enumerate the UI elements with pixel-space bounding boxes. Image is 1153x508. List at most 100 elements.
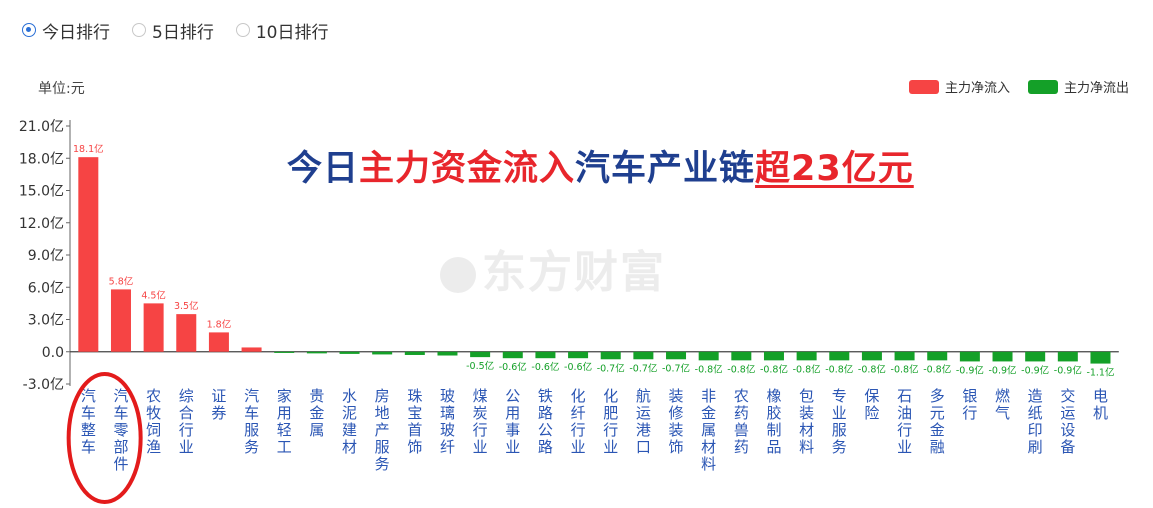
x-category-label: 非金属材料 [701,387,716,473]
bar-公用事业[interactable] [502,351,523,359]
bar-农牧饲渔[interactable] [143,303,164,352]
legend-swatch-outflow [1027,79,1058,94]
x-category-label: 交运设备 [1060,387,1075,456]
bar-农药兽药[interactable] [731,351,752,361]
watermark-text: 东方财富 [482,247,666,298]
bar-珠宝首饰[interactable] [404,351,425,355]
y-tick-label: 12.0亿 [19,216,64,232]
x-category-label: 电机 [1093,387,1108,422]
bar-玻璃玻纤[interactable] [437,351,458,356]
x-category-label: 家用轻工 [277,387,292,456]
data-label: -0.8亿 [760,363,788,375]
x-category-label: 石油行业 [897,387,912,456]
data-label: -0.5亿 [466,360,494,372]
data-label: -0.7亿 [662,362,690,374]
bar-航运港口[interactable] [633,351,654,360]
chart-legend: 主力净流入 主力净流出 [908,77,1129,96]
data-label: -0.6亿 [531,361,559,373]
bar-家用轻工[interactable] [274,351,295,353]
bar-铁路公路[interactable] [535,351,556,359]
x-category-label: 铁路公路 [538,387,553,456]
bar-化纤行业[interactable] [568,351,589,359]
data-label: -0.8亿 [923,363,951,375]
x-category-label: 房地产服务 [375,387,390,473]
x-category-label: 玻璃玻纤 [440,387,455,456]
bar-装修装饰[interactable] [666,351,687,360]
x-category-label: 珠宝首饰 [407,387,422,456]
bar-证券[interactable] [208,332,229,352]
y-tick-label: 18.0亿 [19,151,64,167]
data-label: -0.9亿 [956,364,984,376]
data-label: 18.1亿 [73,143,104,155]
x-category-label: 综合行业 [179,387,194,456]
bar-交运设备[interactable] [1057,351,1078,362]
x-category-label: 化肥行业 [603,387,618,456]
data-label: -0.8亿 [727,363,755,375]
tab-10-day[interactable]: 10日排行 [235,18,328,43]
bar-多元金融[interactable] [927,351,948,361]
data-label: -0.9亿 [1054,364,1082,376]
x-category-label: 银行 [962,387,977,422]
bar-包装材料[interactable] [796,351,817,361]
bar-化肥行业[interactable] [600,351,621,360]
data-label: 3.5亿 [174,300,199,312]
tab-today[interactable]: 今日排行 [22,18,110,43]
bar-专业服务[interactable] [829,351,850,361]
bar-保险[interactable] [861,351,882,361]
bar-非金属材料[interactable] [698,351,719,361]
data-label: -0.6亿 [564,361,592,373]
x-category-label: 汽车整车 [81,387,96,456]
data-label: -0.9亿 [1021,364,1049,376]
bar-汽车整车[interactable] [78,157,99,352]
headline-part2: 主力资金流入 [359,149,576,189]
headline-part1: 今日 [287,149,360,189]
bar-房地产服务[interactable] [372,351,393,355]
tab-5-day[interactable]: 5日排行 [132,18,214,43]
x-category-label: 燃气 [995,387,1010,422]
highlight-oval [66,372,143,504]
data-label: -0.8亿 [695,363,723,375]
ranking-tabs: 今日排行 5日排行 10日排行 [22,18,328,43]
bar-造纸印刷[interactable] [1025,351,1046,362]
watermark-mark-icon [440,257,476,293]
x-category-label: 装修装饰 [669,387,684,456]
data-label: 4.5亿 [141,289,166,301]
bar-贵金属[interactable] [306,351,327,354]
legend-item-outflow[interactable]: 主力净流出 [1027,77,1129,96]
bar-橡胶制品[interactable] [763,351,784,361]
x-category-label: 煤炭行业 [473,387,488,456]
x-category-label: 包装材料 [799,387,814,456]
bar-电机[interactable] [1090,351,1111,364]
radio-unselected-icon[interactable] [235,23,250,37]
bar-综合行业[interactable] [176,314,197,352]
unit-label: 单位:元 [38,81,85,97]
x-category-label: 公用事业 [505,387,520,456]
data-label: -0.6亿 [499,361,527,373]
bar-水泥建材[interactable] [339,351,360,354]
x-category-label: 化纤行业 [571,387,586,456]
y-tick-label: 15.0亿 [19,184,64,200]
watermark-logo: 东方财富 [440,236,666,300]
radio-unselected-icon[interactable] [132,23,146,37]
x-category-label: 航运港口 [636,387,651,456]
legend-swatch-inflow [908,79,939,94]
bar-汽车零部件[interactable] [110,289,131,352]
y-tick-label: 3.0亿 [28,313,64,329]
data-label: -0.7亿 [597,362,625,374]
data-label: -0.9亿 [989,364,1017,376]
tab-today-label: 今日排行 [42,22,110,43]
headline-part3: 汽车产业链 [575,149,756,189]
bar-煤炭行业[interactable] [470,351,491,358]
y-tick-label: 6.0亿 [28,280,64,296]
y-tick-label: 21.0亿 [19,119,64,135]
bar-石油行业[interactable] [894,351,915,361]
bar-银行[interactable] [959,351,980,362]
bar-燃气[interactable] [992,351,1013,362]
x-category-label: 农牧饲渔 [146,387,161,456]
x-category-label: 造纸印刷 [1028,387,1043,456]
radio-selected-icon[interactable] [22,23,36,37]
bar-汽车服务[interactable] [241,347,262,352]
legend-item-inflow[interactable]: 主力净流入 [908,77,1010,96]
y-tick-label: -3.0亿 [23,377,64,393]
